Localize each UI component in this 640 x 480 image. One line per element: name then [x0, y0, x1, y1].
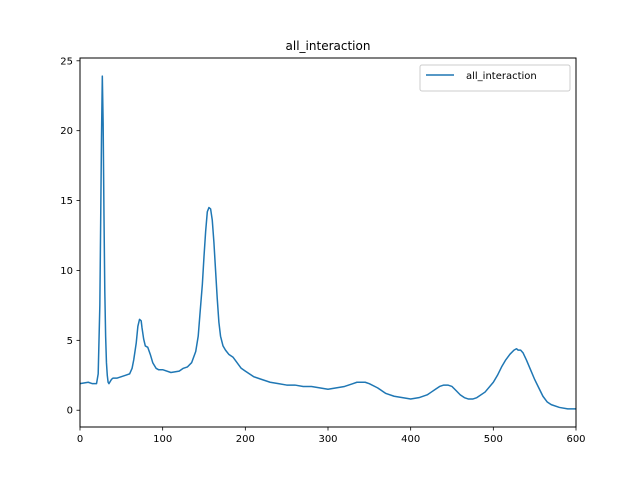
- y-tick-label: 0: [67, 406, 73, 417]
- x-tick-label: 300: [318, 434, 337, 445]
- x-tick-label: 400: [401, 434, 420, 445]
- plot-frame: [79, 57, 577, 428]
- series-lines: [79, 75, 576, 410]
- x-tick-label: 600: [566, 434, 585, 445]
- x-tick-label: 0: [77, 434, 83, 445]
- y-tick-label: 5: [67, 336, 73, 347]
- x-tick-label: 100: [153, 434, 172, 445]
- legend: all_interaction: [419, 64, 571, 92]
- legend-label: all_interaction: [466, 71, 537, 82]
- x-tick-label: 500: [484, 434, 503, 445]
- chart-title: all_interaction: [286, 39, 371, 53]
- legend-box: [419, 64, 571, 92]
- series-line-0: [79, 75, 576, 410]
- y-tick-label: 15: [60, 196, 73, 207]
- x-tick-label: 200: [236, 434, 255, 445]
- y-axis: 0 5 10 15 20 25: [60, 56, 80, 417]
- y-tick-label: 25: [60, 56, 73, 67]
- y-tick-label: 10: [60, 266, 73, 277]
- y-tick-label: 20: [60, 126, 73, 137]
- x-axis: 0 100 200 300 400 500 600: [77, 427, 586, 445]
